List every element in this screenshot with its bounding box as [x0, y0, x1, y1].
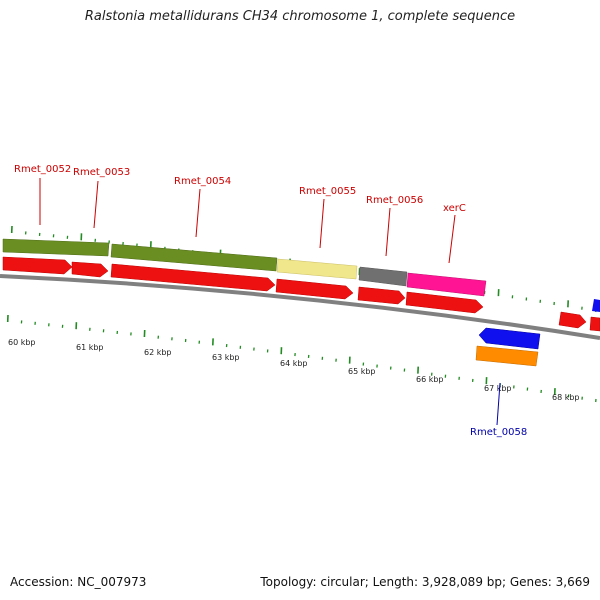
- cds-arrow[interactable]: [2, 256, 73, 275]
- chromosome-backbone: [0, 274, 600, 340]
- kbp-label: 63 kbp: [212, 353, 240, 362]
- gene-labels: Rmet_0052 Rmet_0053 Rmet_0054 Rmet_0055 …: [14, 164, 527, 438]
- gene-label-rmet-0055[interactable]: Rmet_0055: [299, 186, 356, 197]
- cds-arrow[interactable]: [558, 311, 587, 329]
- genome-summary-text: Topology: circular; Length: 3,928,089 bp…: [260, 575, 590, 589]
- accession-text: Accession: NC_007973: [10, 575, 147, 589]
- cds-track: [2, 256, 600, 332]
- inner-tick-marks: [6, 314, 597, 403]
- feature-khaki[interactable]: [276, 258, 358, 280]
- label-leaders: [39, 178, 501, 426]
- gene-label-rmet-0052[interactable]: Rmet_0052: [14, 164, 71, 175]
- cds-arrow[interactable]: [405, 291, 484, 314]
- gene-label-rmet-0058[interactable]: Rmet_0058: [470, 427, 527, 438]
- gene-label-rmet-0053[interactable]: Rmet_0053: [73, 167, 130, 178]
- cds-arrow[interactable]: [71, 261, 109, 278]
- cds-arrow[interactable]: [110, 263, 276, 292]
- feature-gray[interactable]: [358, 266, 408, 287]
- gene-label-rmet-0056[interactable]: Rmet_0056: [366, 195, 423, 206]
- feature-blue-reverse[interactable]: [478, 327, 541, 350]
- reverse-track: [475, 327, 541, 367]
- kbp-label: 60 kbp: [8, 338, 36, 347]
- kbp-label: 64 kbp: [280, 359, 308, 368]
- feature-olive-2[interactable]: [110, 243, 278, 272]
- cds-arrow[interactable]: [275, 278, 354, 300]
- gene-label-xerc[interactable]: xerC: [443, 203, 466, 214]
- map-title: Ralstonia metallidurans CH34 chromosome …: [84, 9, 516, 24]
- feature-orange[interactable]: [475, 345, 539, 367]
- kbp-scale-labels: 60 kbp 61 kbp 62 kbp 63 kbp 64 kbp 65 kb…: [8, 338, 580, 402]
- kbp-label: 62 kbp: [144, 348, 172, 357]
- feature-blue-edge[interactable]: [592, 299, 600, 312]
- feature-olive-1[interactable]: [2, 238, 110, 257]
- cds-arrow[interactable]: [357, 286, 406, 305]
- gene-label-rmet-0054[interactable]: Rmet_0054: [174, 176, 231, 187]
- feature-track: [2, 238, 600, 312]
- feature-pink[interactable]: [406, 272, 487, 297]
- kbp-label: 66 kbp: [416, 375, 444, 384]
- kbp-label: 68 kbp: [552, 393, 580, 402]
- kbp-label: 61 kbp: [76, 343, 104, 352]
- kbp-label: 67 kbp: [484, 384, 512, 393]
- cds-arrow[interactable]: [589, 316, 600, 332]
- kbp-label: 65 kbp: [348, 367, 376, 376]
